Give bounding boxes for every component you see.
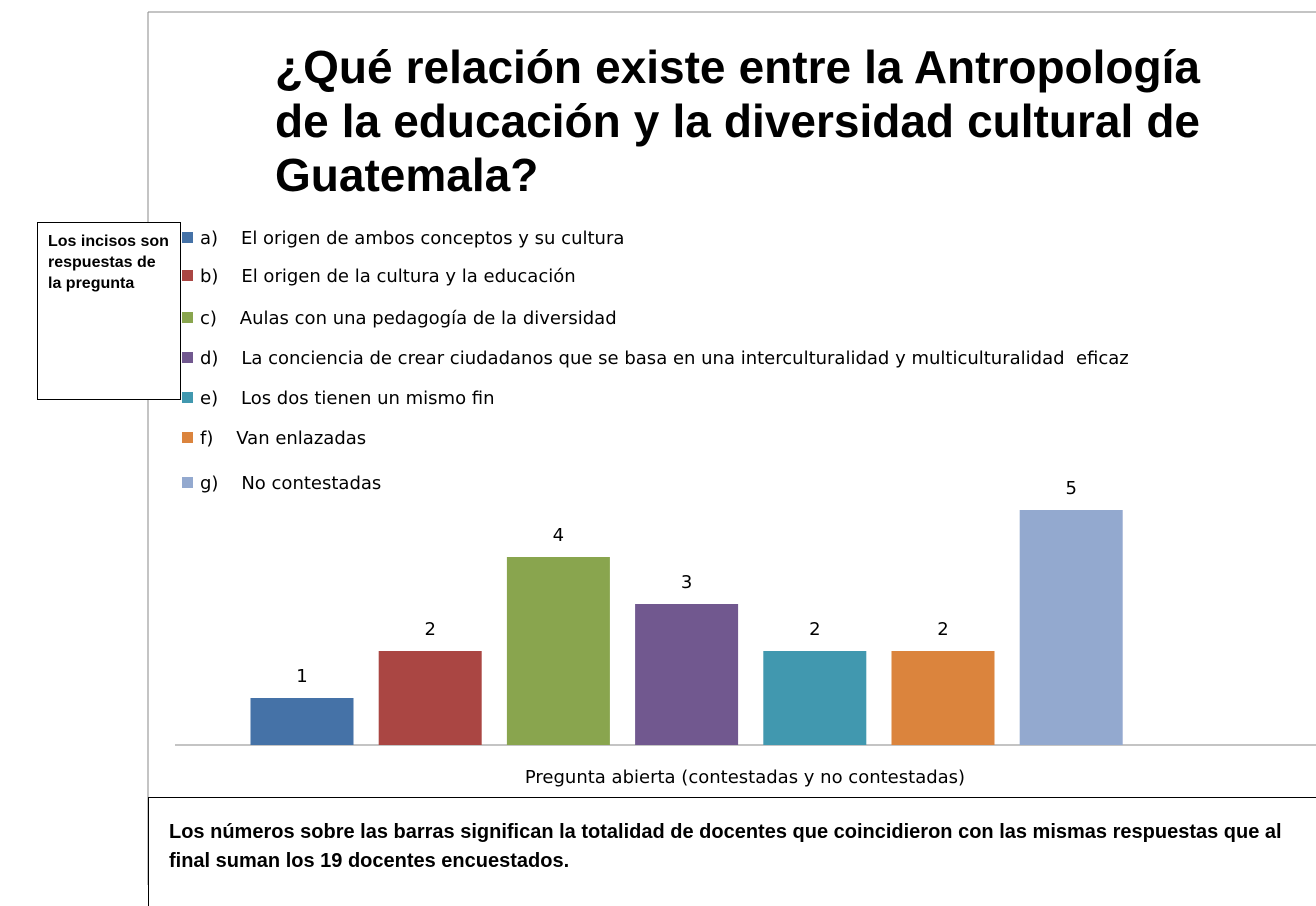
legend-label: e) Los dos tienen un mismo fin <box>200 388 495 409</box>
bar <box>891 651 995 745</box>
data-label: 2 <box>937 619 948 640</box>
bar <box>378 651 482 745</box>
legend-swatch <box>182 432 193 443</box>
legend-label: c) Aulas con una pedagogía de la diversi… <box>200 308 617 329</box>
data-label: 2 <box>424 619 435 640</box>
legend-label: g) No contestadas <box>200 473 381 494</box>
category-label: Pregunta abierta (contestadas y no conte… <box>525 767 965 788</box>
chart: Pregunta abierta (contestadas y no conte… <box>147 11 1316 885</box>
legend-label: f) Van enlazadas <box>200 428 366 449</box>
bar <box>635 604 739 745</box>
bar <box>506 557 610 745</box>
bar <box>763 651 867 745</box>
data-label: 4 <box>553 525 564 546</box>
legend-swatch <box>182 270 193 281</box>
data-label: 3 <box>681 572 692 593</box>
legend-swatch <box>182 312 193 323</box>
data-label: 5 <box>1065 478 1076 499</box>
annotation: Los incisos son respuestas de la pregunt… <box>37 222 181 400</box>
legend-label: a) El origen de ambos conceptos y su cul… <box>200 228 624 249</box>
data-label: 1 <box>296 666 307 687</box>
legend-swatch <box>182 232 193 243</box>
legend-label: d) La conciencia de crear ciudadanos que… <box>200 348 1129 369</box>
legend-swatch <box>182 352 193 363</box>
bar <box>1019 510 1123 745</box>
legend-swatch <box>182 477 193 488</box>
legend-swatch <box>182 392 193 403</box>
bar <box>250 698 354 745</box>
chart-title: ¿Qué relación existe entre la Antropolog… <box>275 41 1200 201</box>
data-label: 2 <box>809 619 820 640</box>
page: Pregunta abierta (contestadas y no conte… <box>37 11 1316 906</box>
annotation: Los números sobre las barras significan … <box>148 797 1316 906</box>
legend-label: b) El origen de la cultura y la educació… <box>200 266 576 287</box>
